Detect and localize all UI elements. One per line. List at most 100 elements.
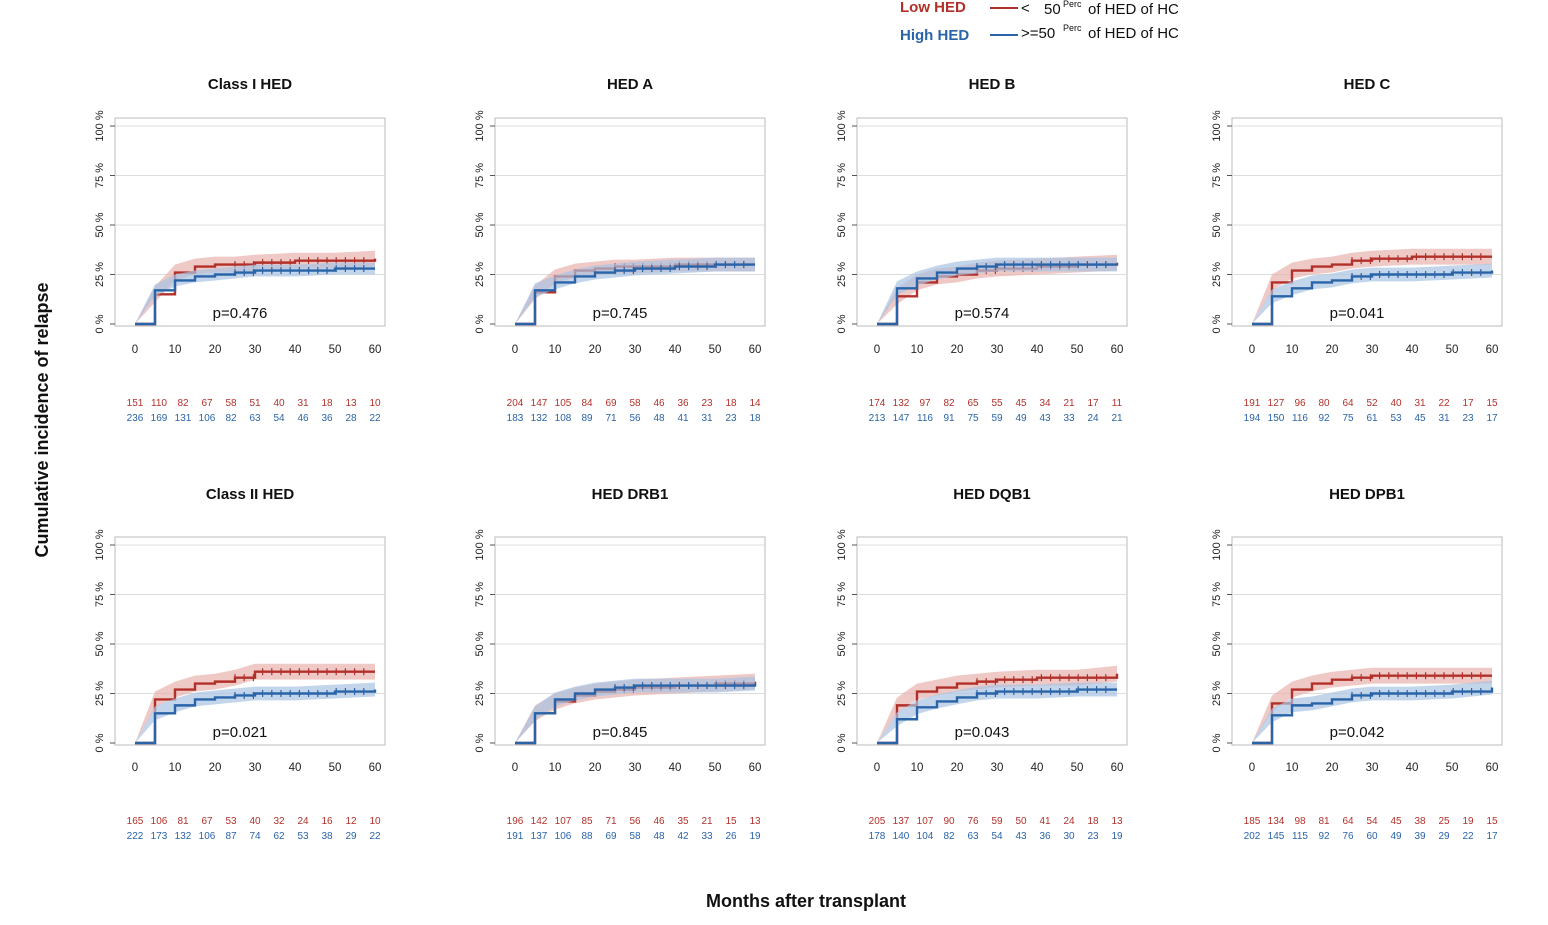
at-risk-low: 10 — [369, 398, 381, 409]
at-risk-low: 16 — [321, 816, 333, 827]
x-tick-label: 30 — [249, 762, 262, 774]
at-risk-high: 75 — [1342, 413, 1354, 424]
at-risk-high: 69 — [605, 831, 617, 842]
at-risk-low: 55 — [991, 398, 1003, 409]
at-risk-low: 46 — [653, 398, 665, 409]
at-risk-high: 36 — [321, 413, 333, 424]
y-tick-label: 100 % — [1211, 529, 1223, 560]
panel-5: HED DRB1 0 % 25 % 50 % 75 % 100 % 0 10 20 30 40 50 6… — [474, 486, 766, 842]
at-risk-low: 53 — [225, 816, 237, 827]
at-risk-low: 82 — [943, 398, 955, 409]
at-risk-high: 222 — [127, 831, 144, 842]
at-risk-low: 196 — [507, 816, 524, 827]
at-risk-high: 88 — [581, 831, 593, 842]
at-risk-low: 204 — [507, 398, 524, 409]
x-tick-label: 40 — [1031, 344, 1044, 356]
at-risk-low: 132 — [893, 398, 910, 409]
at-risk-high: 92 — [1318, 413, 1330, 424]
x-tick-label: 20 — [589, 762, 602, 774]
at-risk-high: 59 — [991, 413, 1003, 424]
x-tick-label: 50 — [709, 344, 722, 356]
x-tick-label: 0 — [512, 762, 518, 774]
p-value: p=0.476 — [213, 305, 268, 322]
at-risk-low: 147 — [531, 398, 548, 409]
x-tick-label: 10 — [169, 762, 182, 774]
x-tick-label: 20 — [1326, 344, 1339, 356]
panel-title: HED B — [969, 76, 1016, 93]
at-risk-low: 67 — [201, 398, 213, 409]
at-risk-low: 105 — [555, 398, 572, 409]
series-line-low — [135, 670, 375, 745]
y-tick-label: 50 % — [836, 631, 848, 656]
y-tick-label: 0 % — [1211, 314, 1223, 333]
panel-2: HED B 0 % 25 % 50 % 75 % 100 % 0 10 20 30 40 50 60 p=… — [836, 76, 1128, 424]
at-risk-low: 82 — [177, 398, 189, 409]
at-risk-high: 38 — [321, 831, 333, 842]
y-tick-label: 50 % — [94, 631, 106, 656]
at-risk-high: 30 — [1063, 831, 1075, 842]
x-tick-label: 50 — [1071, 762, 1084, 774]
at-risk-low: 56 — [629, 816, 641, 827]
y-tick-label: 100 % — [474, 529, 486, 560]
panel-title: HED DRB1 — [592, 486, 669, 503]
y-tick-label: 100 % — [836, 110, 848, 141]
at-risk-low: 31 — [1414, 398, 1426, 409]
at-risk-high: 54 — [273, 413, 285, 424]
at-risk-low: 46 — [653, 816, 665, 827]
at-risk-low: 58 — [225, 398, 237, 409]
x-tick-label: 10 — [549, 344, 562, 356]
y-tick-label: 0 % — [836, 314, 848, 333]
at-risk-high: 19 — [749, 831, 761, 842]
y-tick-label: 50 % — [1211, 212, 1223, 237]
legend: Low HED < 50 Perc of HED of HC High HED … — [900, 0, 1179, 44]
x-tick-label: 30 — [249, 344, 262, 356]
at-risk-high: 116 — [1292, 413, 1308, 424]
panel-0: Class I HED 0 % 25 % 50 % 75 % 100 % 0 10 20 30 40… — [94, 76, 386, 424]
at-risk-high: 29 — [345, 831, 357, 842]
at-risk-high: 49 — [1015, 413, 1027, 424]
at-risk-high: 19 — [1111, 831, 1123, 842]
x-tick-label: 60 — [1111, 762, 1124, 774]
legend-low-threshold: 50 — [1044, 1, 1061, 18]
at-risk-low: 80 — [1318, 398, 1330, 409]
y-tick-label: 25 % — [94, 681, 106, 706]
y-tick-label: 75 % — [94, 582, 106, 607]
at-risk-high: 132 — [175, 831, 192, 842]
panel-7: HED DPB1 0 % 25 % 50 % 75 % 100 % 0 10 20 30 40 50 6… — [1211, 486, 1503, 842]
at-risk-low: 107 — [917, 816, 934, 827]
y-tick-label: 0 % — [474, 314, 486, 333]
at-risk-low: 19 — [1462, 816, 1474, 827]
y-tick-label: 25 % — [1211, 262, 1223, 287]
y-tick-label: 75 % — [474, 163, 486, 188]
x-tick-label: 30 — [991, 762, 1004, 774]
at-risk-low: 18 — [725, 398, 737, 409]
at-risk-low: 18 — [321, 398, 333, 409]
at-risk-high: 54 — [991, 831, 1003, 842]
at-risk-high: 22 — [1462, 831, 1474, 842]
at-risk-low: 52 — [1366, 398, 1378, 409]
y-tick-label: 25 % — [836, 681, 848, 706]
at-risk-high: 82 — [225, 413, 237, 424]
at-risk-low: 67 — [201, 816, 213, 827]
legend-high-label: High HED — [900, 27, 969, 44]
at-risk-high: 17 — [1486, 831, 1498, 842]
x-tick-label: 20 — [951, 344, 964, 356]
legend-low-perc: Perc — [1063, 0, 1082, 9]
y-tick-label: 75 % — [836, 582, 848, 607]
series-line-high — [515, 263, 755, 326]
at-risk-low: 69 — [605, 398, 617, 409]
panel-4: Class II HED 0 % 25 % 50 % 75 % 100 % 0 10 20 30 4… — [94, 486, 386, 842]
x-tick-label: 0 — [1249, 344, 1255, 356]
at-risk-low: 21 — [1063, 398, 1075, 409]
at-risk-low: 40 — [249, 816, 261, 827]
at-risk-low: 90 — [943, 816, 955, 827]
at-risk-low: 81 — [1318, 816, 1330, 827]
at-risk-low: 65 — [967, 398, 979, 409]
at-risk-high: 36 — [1039, 831, 1051, 842]
at-risk-high: 145 — [1268, 831, 1285, 842]
y-tick-label: 100 % — [836, 529, 848, 560]
p-value: p=0.021 — [213, 724, 268, 741]
x-tick-label: 20 — [1326, 762, 1339, 774]
at-risk-low: 76 — [967, 816, 979, 827]
